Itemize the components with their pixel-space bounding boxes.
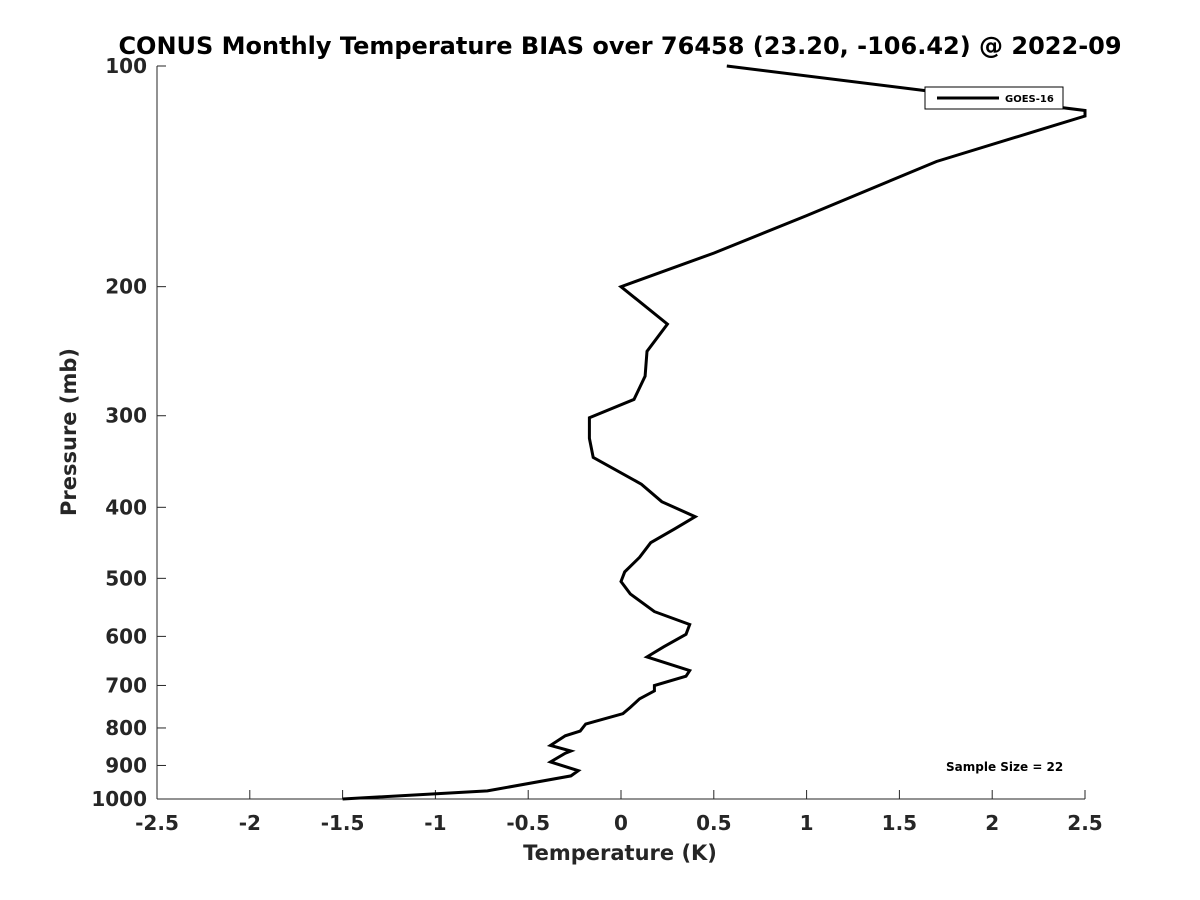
plot-axes — [156, 66, 1085, 800]
x-tick-label: -2 — [239, 811, 261, 835]
series-layer — [342, 64, 1087, 801]
y-tick-label: 300 — [105, 404, 147, 428]
sample-size-annotation: Sample Size = 22 — [946, 760, 1063, 774]
x-axis-ticks: -2.5 -2 -1.5 -1 -0.5 0 0.5 1 1.5 2 2.5 — [135, 790, 1103, 835]
y-tick-label: 200 — [105, 275, 147, 299]
y-tick-label: 800 — [105, 716, 147, 740]
x-tick-label: 0.5 — [696, 811, 731, 835]
x-tick-label: 1 — [800, 811, 814, 835]
chart-title: CONUS Monthly Temperature BIAS over 7645… — [118, 32, 1121, 60]
legend-label-goes-16: GOES-16 — [1005, 94, 1054, 105]
y-tick-label: 900 — [105, 753, 147, 777]
legend: GOES-16 — [924, 86, 1064, 110]
x-tick-label: -1.5 — [321, 811, 365, 835]
x-tick-label: -0.5 — [506, 811, 550, 835]
y-axis-label: Pressure (mb) — [57, 348, 81, 516]
x-tick-label: 2.5 — [1067, 811, 1102, 835]
y-tick-label: 100 — [105, 54, 147, 78]
x-tick-label: -2.5 — [135, 811, 179, 835]
y-tick-label: 1000 — [91, 787, 147, 811]
x-tick-label: 0 — [614, 811, 628, 835]
y-tick-label: 400 — [105, 495, 147, 519]
y-axis-ticks: 100 200 300 400 500 600 700 800 900 1000 — [91, 54, 166, 811]
series-line-goes-16 — [342, 64, 1087, 801]
x-tick-label: 2 — [985, 811, 999, 835]
x-tick-label: -1 — [424, 811, 446, 835]
y-tick-label: 500 — [105, 566, 147, 590]
x-axis-label: Temperature (K) — [523, 841, 717, 865]
x-tick-label: 1.5 — [882, 811, 917, 835]
y-tick-label: 600 — [105, 624, 147, 648]
y-tick-label: 700 — [105, 673, 147, 697]
